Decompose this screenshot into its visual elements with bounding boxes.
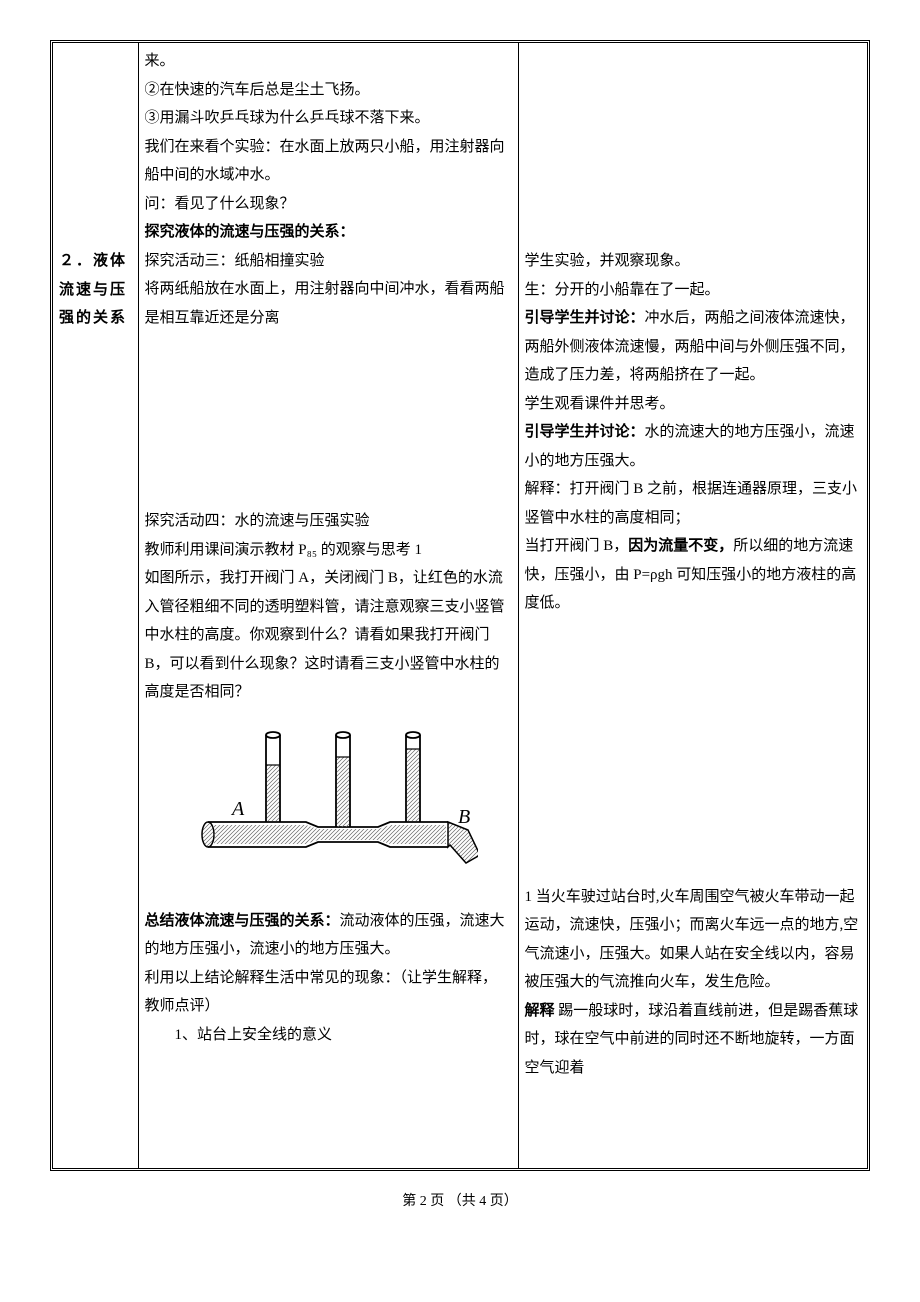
page-border: ２．液体流速与压强的关系 来。 ②在快速的汽车后总是尘土飞扬。 ③用漏斗吹乒乓球…: [50, 40, 870, 1171]
diagram-label-b: B: [458, 806, 470, 828]
right-line: 学生实验，并观察现象。: [525, 247, 862, 276]
right-flow-bold: 因为流量不变，: [628, 538, 733, 554]
mid-item-1: 1、站台上安全线的意义: [145, 1021, 512, 1050]
right-ball-body: 踢一般球时，球沿着直线前进，但是踢香蕉球时，球在空气中前进的同时还不断地旋转，一…: [525, 1003, 859, 1076]
mid-line: 探究活动三：纸船相撞实验: [145, 247, 512, 276]
right-line: 学生观看课件并思考。: [525, 390, 862, 419]
right-line: 生：分开的小船靠在了一起。: [525, 276, 862, 305]
mid-conclusion-prefix: 总结液体流速与压强的关系：: [145, 913, 340, 929]
mid-line: 问：看见了什么现象？: [145, 190, 512, 219]
mid-line: 将两纸船放在水面上，用注射器向中间冲水，看看两船是相互靠近还是分离: [145, 275, 512, 332]
mid-heading-explore: 探究液体的流速与压强的关系：: [145, 218, 512, 247]
right-discuss-2-prefix: 引导学生并讨论：: [525, 424, 645, 440]
mid-line: 探究活动四：水的流速与压强实验: [145, 507, 512, 536]
right-flow-pre: 当打开阀门 B，: [525, 538, 629, 554]
right-discuss-1: 引导学生并讨论：冲水后，两船之间液体流速快，两船外侧液体流速慢，两船中间与外侧压…: [525, 304, 862, 390]
col-student-activity: 学生实验，并观察现象。 生：分开的小船靠在了一起。 引导学生并讨论：冲水后，两船…: [518, 43, 867, 1168]
right-line-flow: 当打开阀门 B，因为流量不变，所以细的地方流速快，压强小，由 P=ρgh 可知压…: [525, 532, 862, 618]
mid-line: ②在快速的汽车后总是尘土飞扬。: [145, 76, 512, 105]
mid-line: ③用漏斗吹乒乓球为什么乒乓球不落下来。: [145, 104, 512, 133]
diagram-label-a: A: [230, 798, 245, 820]
right-ball-explain: 解释 踢一般球时，球沿着直线前进，但是踢香蕉球时，球在空气中前进的同时还不断地旋…: [525, 997, 862, 1083]
content-table: ２．液体流速与压强的关系 来。 ②在快速的汽车后总是尘土飞扬。 ③用漏斗吹乒乓球…: [53, 43, 867, 1168]
mid-line: 来。: [145, 47, 512, 76]
col-section-label: ２．液体流速与压强的关系: [53, 43, 138, 1168]
mid-line: 教师利用课间演示教材 P₈₅ 的观察与思考 1: [145, 536, 512, 565]
pipe-diagram: A B: [178, 727, 478, 887]
page-footer: 第 2 页 （共 4 页）: [50, 1189, 870, 1216]
right-ball-prefix: 解释: [525, 1003, 555, 1019]
mid-line: 利用以上结论解释生活中常见的现象：（让学生解释，教师点评）: [145, 964, 512, 1021]
right-discuss-2: 引导学生并讨论：水的流速大的地方压强小，流速小的地方压强大。: [525, 418, 862, 475]
col-teacher-activity: 来。 ②在快速的汽车后总是尘土飞扬。 ③用漏斗吹乒乓球为什么乒乓球不落下来。 我…: [138, 43, 518, 1168]
right-line: 解释：打开阀门 B 之前，根据连通器原理，三支小竖管中水柱的高度相同；: [525, 475, 862, 532]
section2-title: ２．液体流速与压强的关系: [59, 247, 132, 333]
mid-conclusion: 总结液体流速与压强的关系：流动液体的压强，流速大的地方压强小，流速小的地方压强大…: [145, 907, 512, 964]
mid-line: 我们在来看个实验：在水面上放两只小船，用注射器向船中间的水域冲水。: [145, 133, 512, 190]
right-train-explain: 1 当火车驶过站台时,火车周围空气被火车带动一起运动，流速快，压强小；而离火车远…: [525, 883, 862, 997]
mid-line: 如图所示，我打开阀门 A，关闭阀门 B，让红色的水流入管径粗细不同的透明塑料管，…: [145, 564, 512, 707]
right-discuss-1-prefix: 引导学生并讨论：: [525, 310, 645, 326]
